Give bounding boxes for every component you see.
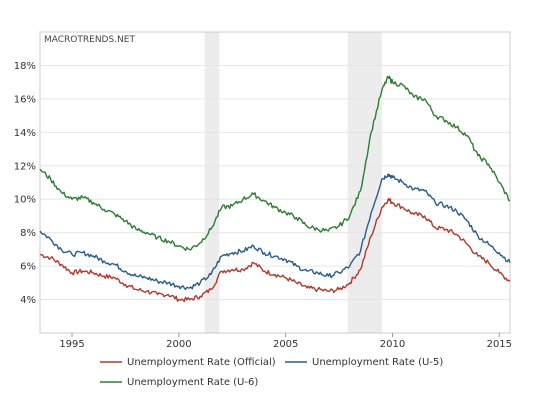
x-tick-label: 2010 [380,339,405,350]
y-tick-label: 18% [14,61,36,72]
y-tick-label: 14% [14,128,36,139]
legend: Unemployment Rate (Official) Unemployment… [100,357,443,388]
y-tick-label: 12% [14,161,36,172]
plot-frame [39,31,511,334]
y-tick-label: 4% [20,295,36,306]
series-lines [39,75,511,303]
y-tick-label: 8% [20,228,36,239]
recession-band-1 [347,32,382,333]
y-axis-ticks: 4% 6% 8% 10% 12% 14% 16% 18% [14,61,36,306]
recession-bands [204,32,382,333]
y-tick-label: 6% [20,262,36,273]
x-tick-label: 2015 [487,339,512,350]
y-tick-label: 16% [14,94,36,105]
y-tick-label: 10% [14,195,36,206]
legend-label-1: Unemployment Rate (U-5) [312,357,443,368]
legend-label-0: Unemployment Rate (Official) [127,357,276,368]
series-line-1 [39,173,511,291]
watermark-label: MACROTRENDS.NET [44,35,135,45]
series-line-2 [39,75,511,251]
series-line-0 [39,197,511,303]
x-tick-label: 2005 [273,339,298,350]
x-tick-label: 2000 [166,339,191,350]
legend-label-2: Unemployment Rate (U-6) [127,377,258,388]
x-axis-ticks: 1995 2000 2005 2010 2015 [59,333,512,350]
recession-band-0 [204,32,220,333]
x-tick-label: 1995 [59,339,84,350]
